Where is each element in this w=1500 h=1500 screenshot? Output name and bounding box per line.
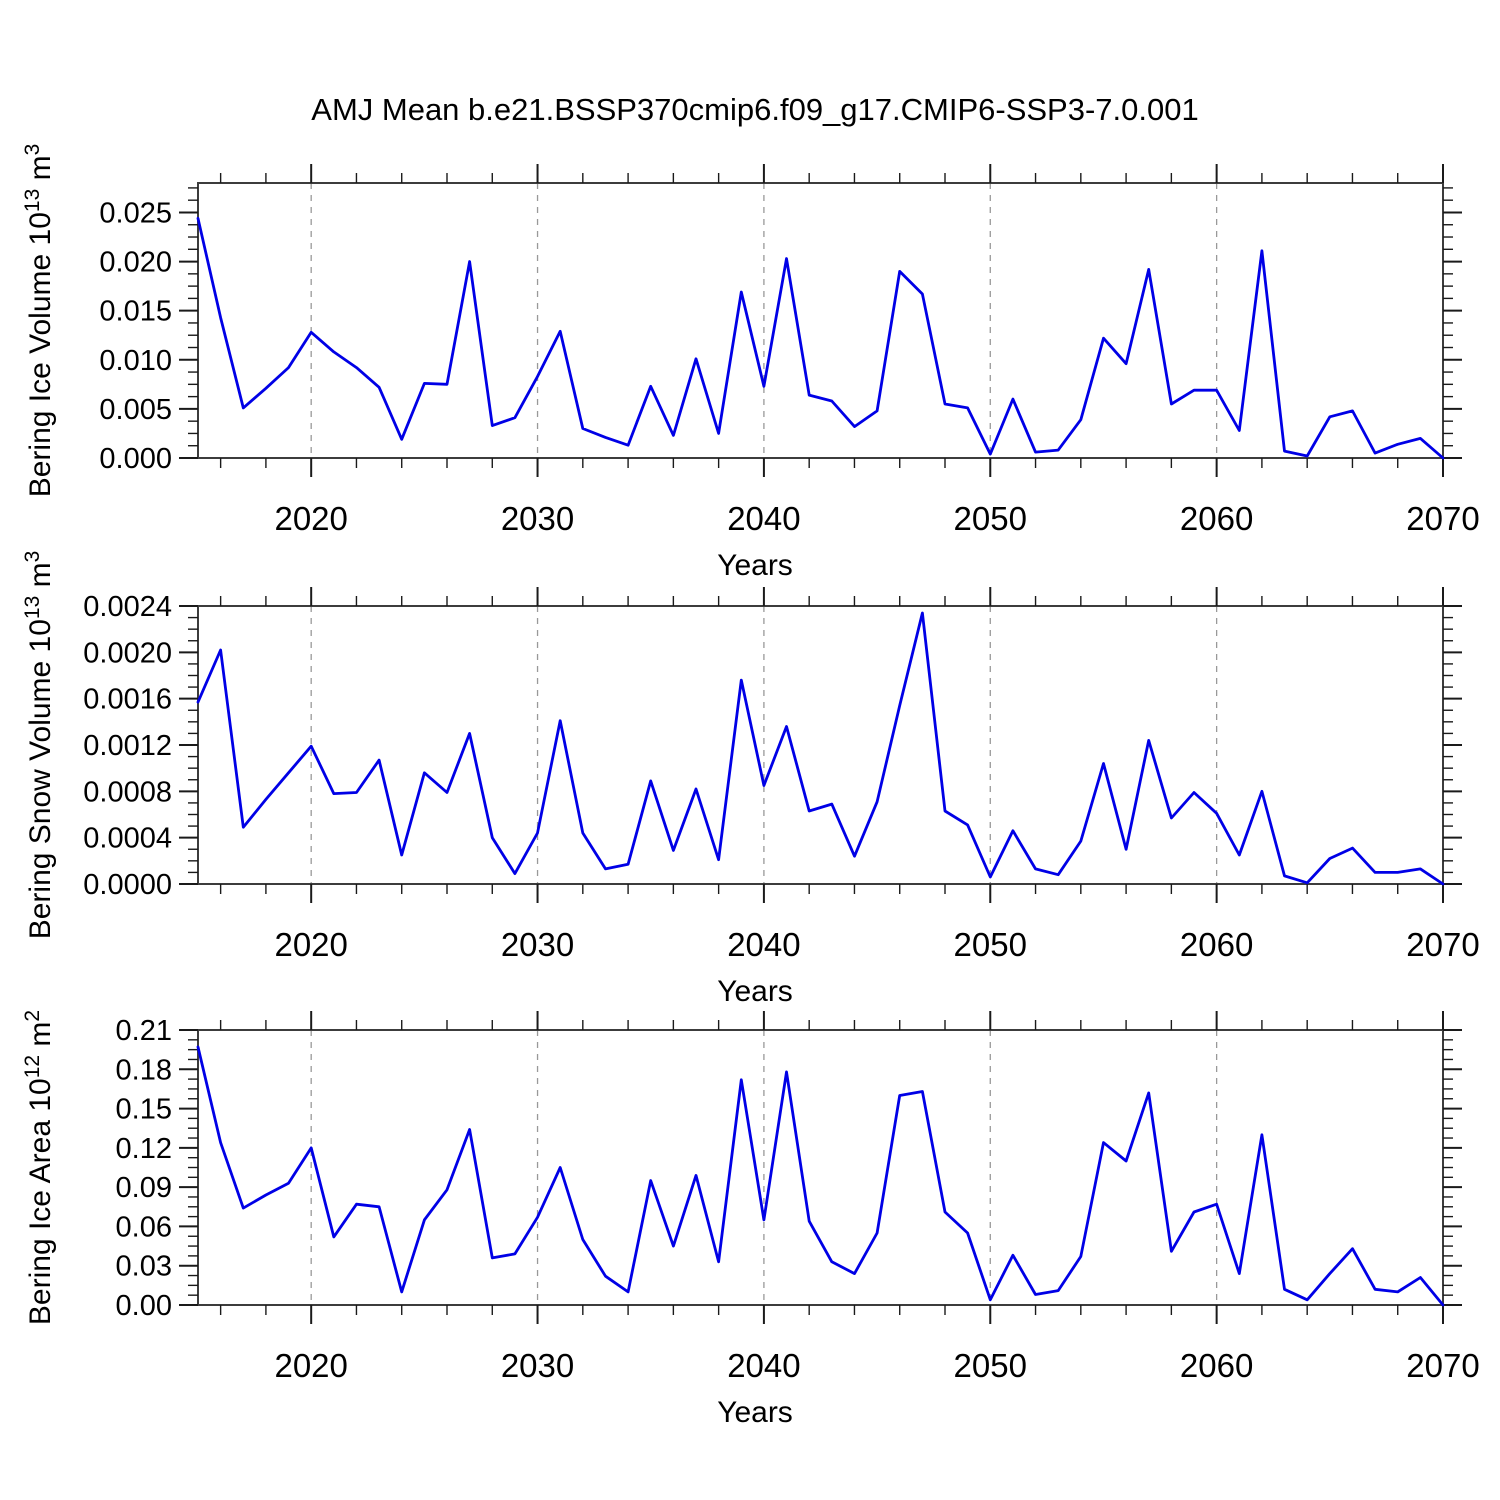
y-tick-label: 0.010 [99, 345, 172, 377]
y-tick-label: 0.15 [116, 1094, 172, 1126]
y-tick-label: 0.005 [99, 394, 172, 426]
x-tick-label: 2020 [274, 926, 347, 963]
x-tick-label: 2050 [954, 926, 1027, 963]
x-tick-label: 2040 [727, 926, 800, 963]
x-tick-label: 2060 [1180, 500, 1253, 537]
bering-snow-volume-panel: 0.0000 0.0004 0.0008 0.0012 0.0016 0.0020 0.00… [21, 551, 1480, 1008]
y-tick-label: 0.0024 [83, 591, 172, 623]
x-tick-label: 2070 [1406, 500, 1479, 537]
y-tick-label: 0.000 [99, 443, 172, 475]
y-tick-label: 0.0004 [83, 823, 172, 855]
x-tick-label: 2030 [501, 500, 574, 537]
y-axis-title: Bering Snow Volume 1013 m3 [21, 551, 57, 940]
y-tick-label: 0.00 [116, 1290, 172, 1322]
x-tick-label: 2050 [954, 1347, 1027, 1384]
x-axis-title: Years [717, 549, 793, 582]
plot-frame [197, 605, 1444, 885]
y-tick-label: 0.03 [116, 1251, 172, 1283]
y-tick-label: 0.020 [99, 247, 172, 279]
y-tick-label: 0.0020 [83, 637, 172, 669]
x-tick-label: 2040 [727, 1347, 800, 1384]
y-tick-label: 0.21 [116, 1015, 172, 1047]
x-tick-label: 2020 [274, 500, 347, 537]
y-tick-label: 0.0000 [83, 869, 172, 901]
bering-ice-area-panel: 0.00 0.03 0.06 0.09 0.12 0.15 0.18 0.21 2020 2030… [21, 1010, 1480, 1429]
y-tick-label: 0.09 [116, 1172, 172, 1204]
x-tick-label: 2060 [1180, 1347, 1253, 1384]
x-axis-title: Years [717, 975, 793, 1008]
x-tick-label: 2040 [727, 500, 800, 537]
y-tick-label: 0.12 [116, 1133, 172, 1165]
y-tick-label: 0.015 [99, 296, 172, 328]
x-tick-label: 2070 [1406, 926, 1479, 963]
y-tick-label: 0.06 [116, 1211, 172, 1243]
y-axis-title: Bering Ice Volume 1013 m3 [21, 144, 57, 498]
plot-frame [197, 182, 1444, 459]
data-line [196, 216, 1445, 460]
x-tick-label: 2020 [274, 1347, 347, 1384]
x-tick-label: 2050 [954, 500, 1027, 537]
y-axis-title: Bering Ice Area 1012 m2 [21, 1010, 57, 1325]
x-tick-label: 2030 [501, 926, 574, 963]
x-tick-label: 2060 [1180, 926, 1253, 963]
data-line [196, 1045, 1445, 1307]
y-tick-label: 0.18 [116, 1054, 172, 1086]
data-line [196, 611, 1445, 886]
figure-title: AMJ Mean b.e21.BSSP370cmip6.f09_g17.CMIP… [311, 92, 1199, 127]
y-tick-label: 0.0012 [83, 730, 172, 762]
x-tick-label: 2070 [1406, 1347, 1479, 1384]
x-tick-label: 2030 [501, 1347, 574, 1384]
bering-ice-volume-panel: 0.000 0.005 0.010 0.015 0.020 0.025 2020 2030 20… [21, 144, 1480, 582]
x-axis-title: Years [717, 1396, 793, 1429]
y-tick-label: 0.025 [99, 197, 172, 229]
y-tick-label: 0.0008 [83, 776, 172, 808]
y-tick-label: 0.0016 [83, 684, 172, 716]
